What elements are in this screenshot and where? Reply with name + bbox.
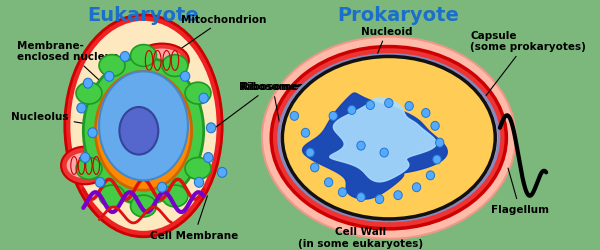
FancyBboxPatch shape <box>153 74 171 96</box>
Ellipse shape <box>218 168 227 177</box>
Text: Cell Membrane: Cell Membrane <box>150 196 239 240</box>
Text: Ribosomes: Ribosomes <box>241 82 305 136</box>
Ellipse shape <box>162 185 188 207</box>
Ellipse shape <box>95 72 191 190</box>
Ellipse shape <box>436 139 444 147</box>
Ellipse shape <box>157 182 167 192</box>
Ellipse shape <box>70 22 217 231</box>
Text: Nucleoid: Nucleoid <box>358 26 413 104</box>
Ellipse shape <box>206 123 215 133</box>
Polygon shape <box>302 94 447 199</box>
Ellipse shape <box>422 109 430 118</box>
Ellipse shape <box>325 178 333 187</box>
Ellipse shape <box>76 158 102 180</box>
Text: Eukaryote: Eukaryote <box>88 6 199 25</box>
Text: Ribosomes: Ribosomes <box>211 82 303 132</box>
Ellipse shape <box>380 148 388 158</box>
Ellipse shape <box>83 58 203 204</box>
Ellipse shape <box>357 193 365 202</box>
Ellipse shape <box>76 83 102 104</box>
Ellipse shape <box>61 147 109 184</box>
Ellipse shape <box>83 79 92 89</box>
Ellipse shape <box>203 153 213 163</box>
Ellipse shape <box>433 156 441 164</box>
Ellipse shape <box>366 101 374 110</box>
Ellipse shape <box>262 38 515 239</box>
Polygon shape <box>330 98 436 182</box>
Ellipse shape <box>65 16 222 237</box>
Ellipse shape <box>80 153 90 163</box>
Ellipse shape <box>357 142 365 150</box>
Ellipse shape <box>131 46 157 67</box>
Ellipse shape <box>376 195 384 204</box>
Ellipse shape <box>185 158 211 180</box>
Ellipse shape <box>104 72 114 82</box>
Ellipse shape <box>271 47 506 229</box>
Ellipse shape <box>338 188 347 197</box>
Text: Mitochondrion: Mitochondrion <box>169 15 267 58</box>
Ellipse shape <box>311 163 319 172</box>
Ellipse shape <box>99 72 188 180</box>
Ellipse shape <box>283 57 495 219</box>
Text: Prokaryote: Prokaryote <box>337 6 459 25</box>
Ellipse shape <box>194 178 203 188</box>
Ellipse shape <box>301 129 310 138</box>
Text: Nucleolus: Nucleolus <box>11 112 106 128</box>
Ellipse shape <box>394 191 402 200</box>
Ellipse shape <box>385 99 393 108</box>
Ellipse shape <box>119 108 158 155</box>
Ellipse shape <box>185 83 211 104</box>
Text: Flagellum: Flagellum <box>491 168 548 214</box>
Ellipse shape <box>329 112 337 121</box>
Ellipse shape <box>95 178 104 188</box>
Ellipse shape <box>278 55 499 221</box>
Ellipse shape <box>99 56 125 77</box>
Ellipse shape <box>306 148 314 158</box>
Ellipse shape <box>431 122 439 131</box>
Ellipse shape <box>141 49 183 73</box>
Ellipse shape <box>290 112 299 121</box>
Ellipse shape <box>99 185 125 207</box>
Ellipse shape <box>199 94 208 104</box>
Text: Capsule
(some prokaryotes): Capsule (some prokaryotes) <box>464 31 586 124</box>
Text: Membrane-
enclosed nucleus: Membrane- enclosed nucleus <box>17 40 118 97</box>
Ellipse shape <box>88 128 97 138</box>
Ellipse shape <box>412 183 421 192</box>
Ellipse shape <box>135 44 189 78</box>
Ellipse shape <box>162 56 188 77</box>
Ellipse shape <box>131 196 157 217</box>
Ellipse shape <box>286 61 491 215</box>
Text: Cell Wall
(in some eukaryotes): Cell Wall (in some eukaryotes) <box>298 218 424 248</box>
Ellipse shape <box>347 106 356 115</box>
Ellipse shape <box>426 171 434 180</box>
Ellipse shape <box>67 153 104 178</box>
Ellipse shape <box>181 72 190 82</box>
Ellipse shape <box>77 104 86 114</box>
Ellipse shape <box>405 102 413 111</box>
Ellipse shape <box>121 52 130 62</box>
